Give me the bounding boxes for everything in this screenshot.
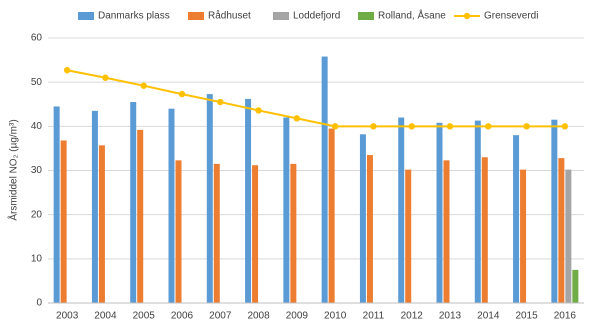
x-tick-label: 2009 <box>286 311 309 322</box>
x-tick-label: 2006 <box>171 311 194 322</box>
line-point <box>63 67 71 74</box>
x-tick-label: 2003 <box>56 311 79 322</box>
legend-marker <box>463 12 471 20</box>
y-tick-label: 40 <box>31 121 43 132</box>
line-point <box>140 82 147 89</box>
bar <box>436 122 443 303</box>
bar <box>206 94 213 303</box>
legend-swatch <box>358 12 374 20</box>
legend-swatch <box>273 12 289 20</box>
line-point <box>178 90 186 98</box>
y-tick-label: 20 <box>31 209 43 220</box>
bar <box>558 158 565 303</box>
bar <box>321 56 328 303</box>
bar <box>443 160 450 303</box>
x-tick-label: 2011 <box>363 311 385 322</box>
y-axis-label: Årsmiddel NO₂ (µg/m³) <box>7 119 20 220</box>
bar <box>283 117 290 303</box>
bar <box>252 165 259 303</box>
legend-label: Grenseverdi <box>484 11 538 22</box>
bar <box>520 169 527 303</box>
y-tick-label: 10 <box>31 253 43 264</box>
x-tick-label: 2014 <box>477 311 500 322</box>
bar <box>137 129 144 303</box>
legend-swatch <box>78 12 94 20</box>
x-tick-label: 2007 <box>209 311 232 322</box>
bar <box>245 98 252 303</box>
legend-label: Rolland, Åsane <box>378 9 446 22</box>
line-point <box>293 115 301 122</box>
bar <box>60 140 67 303</box>
y-tick-label: 60 <box>31 33 43 44</box>
y-tick-label: 0 <box>36 298 42 309</box>
x-tick-label: 2013 <box>439 311 462 322</box>
bar <box>328 128 335 303</box>
line-point <box>370 123 377 130</box>
bar <box>551 119 558 303</box>
legend-label: Danmarks plass <box>98 11 170 22</box>
line <box>66 69 565 128</box>
legend-swatch <box>188 12 204 20</box>
bar <box>359 134 366 303</box>
x-tick-label: 2005 <box>133 311 156 322</box>
bar <box>398 117 405 303</box>
bar <box>53 106 60 303</box>
bar <box>513 135 520 303</box>
line-point <box>255 107 262 114</box>
bar <box>130 102 137 304</box>
line-point <box>217 98 224 106</box>
bar <box>481 157 488 303</box>
line-point <box>408 123 415 130</box>
bar <box>565 169 572 303</box>
bar <box>213 163 220 303</box>
y-tick-label: 30 <box>31 165 43 176</box>
x-tick-label: 2016 <box>554 311 577 322</box>
bar <box>290 163 297 303</box>
legend-label: Loddefjord <box>293 11 340 22</box>
line-point <box>102 74 109 81</box>
legend-label: Rådhuset <box>208 10 251 22</box>
x-tick-label: 2008 <box>247 311 270 322</box>
x-tick-label: 2010 <box>324 311 347 322</box>
bar <box>405 169 412 303</box>
bar <box>474 120 481 303</box>
line-point <box>523 123 530 130</box>
y-tick-label: 50 <box>31 77 43 88</box>
line-point <box>446 123 454 130</box>
bar <box>175 160 182 303</box>
x-tick-label: 2004 <box>94 311 117 322</box>
bar <box>366 155 373 303</box>
bar <box>91 110 98 303</box>
bar <box>572 269 579 303</box>
bar <box>168 108 175 304</box>
x-tick-label: 2015 <box>515 311 538 322</box>
x-tick-label: 2012 <box>401 311 424 322</box>
line-point <box>331 123 339 130</box>
line-point <box>485 123 492 130</box>
bar <box>98 145 105 303</box>
line-point <box>561 123 569 130</box>
